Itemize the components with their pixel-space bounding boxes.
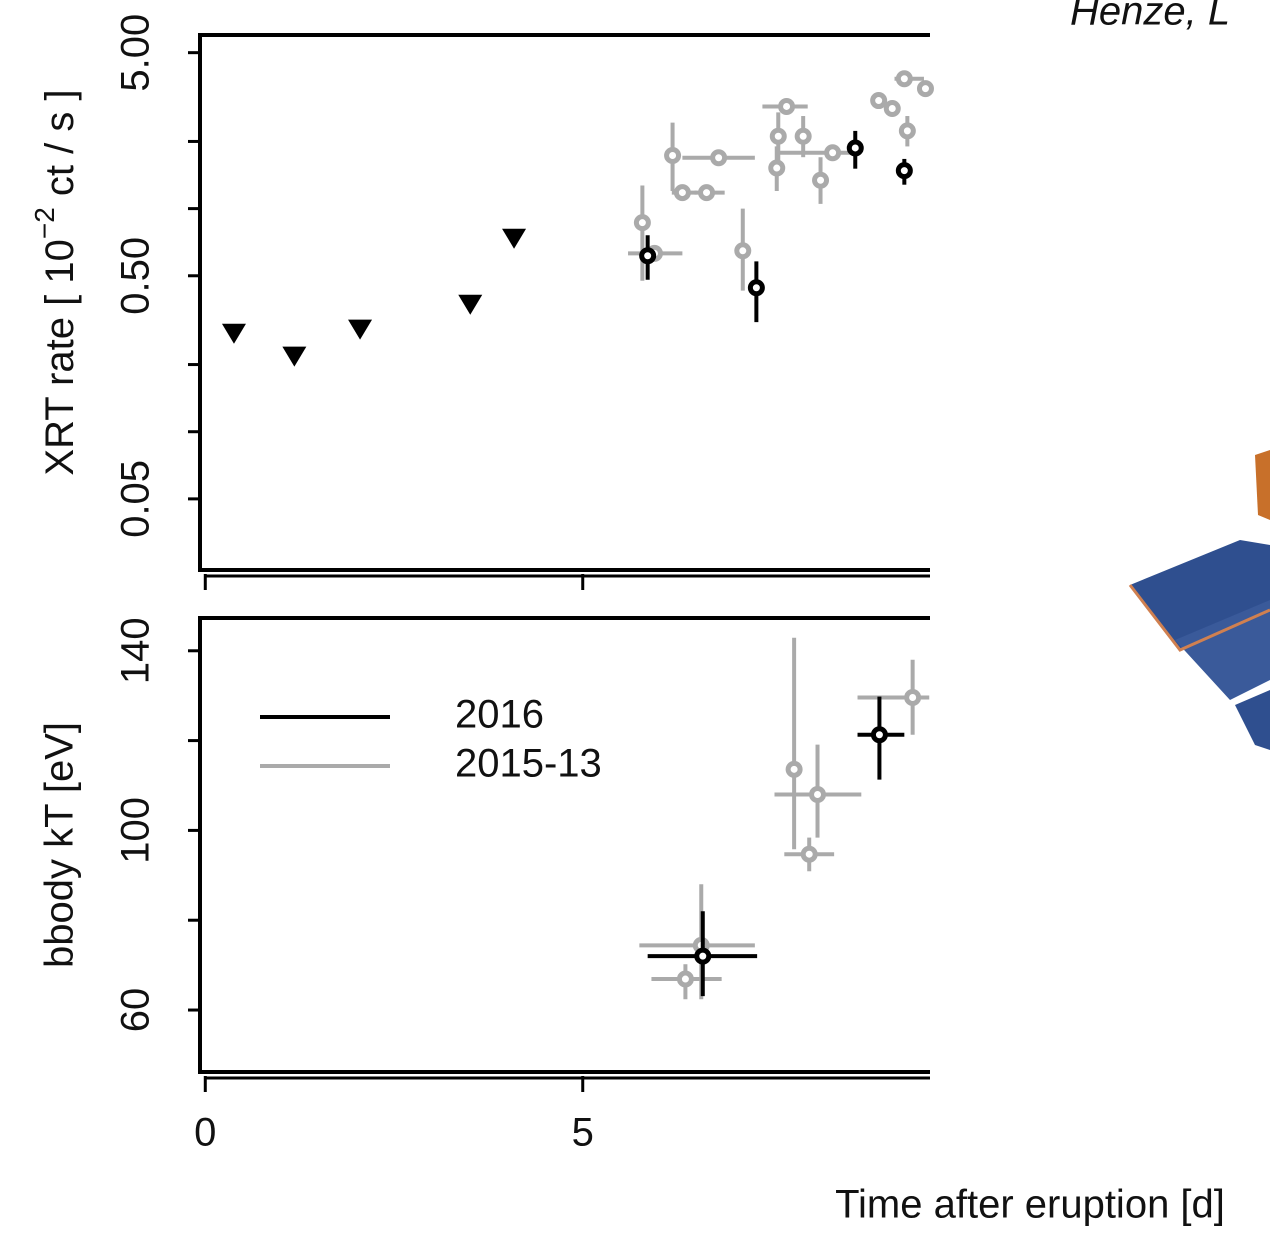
- data-point: [698, 184, 716, 202]
- data-point: [898, 122, 916, 140]
- axis-frame: [198, 616, 930, 1074]
- legend-label: 2016: [455, 693, 544, 737]
- satellite-image: [1128, 450, 1270, 750]
- data-point: [747, 279, 765, 297]
- data-point: [676, 970, 694, 988]
- data-point: [800, 845, 818, 863]
- data-point: [710, 149, 728, 167]
- data-point: [778, 97, 796, 115]
- data-point: [734, 242, 752, 260]
- y-tick-label: 140: [114, 617, 158, 684]
- data-point: [870, 92, 888, 110]
- data-point: [870, 726, 888, 744]
- y-axis-label-part: −2: [29, 207, 60, 239]
- y-axis-label-part: ct / s ]: [38, 89, 82, 207]
- axis-frame: [198, 33, 930, 572]
- data-point: [916, 80, 934, 98]
- y-axis-label-part: XRT rate [ 10: [38, 239, 82, 475]
- data-point: [883, 100, 901, 118]
- upper-limit-marker: [502, 228, 527, 249]
- data-point: [812, 171, 830, 189]
- data-point: [768, 159, 786, 177]
- data-point: [895, 70, 913, 88]
- data-point: [633, 214, 651, 232]
- data-point: [824, 144, 842, 162]
- data-point: [904, 688, 922, 706]
- y-tick-label: 100: [114, 797, 158, 864]
- upper-limit-marker: [282, 346, 307, 367]
- data-point: [664, 147, 682, 165]
- x-axis-label: Time after eruption [d]: [835, 1183, 1225, 1227]
- upper-limit-marker: [348, 319, 373, 340]
- y-axis-label: bbody kT [eV]: [38, 722, 82, 968]
- legend-label: 2015-13: [455, 742, 602, 786]
- data-point: [794, 127, 812, 145]
- y-tick-label: 5.00: [114, 14, 158, 92]
- data-point: [769, 127, 787, 145]
- data-point: [895, 162, 913, 180]
- data-point: [785, 760, 803, 778]
- header-text: Henze, L: [1070, 0, 1230, 34]
- data-point: [809, 785, 827, 803]
- data-point: [694, 947, 712, 965]
- data-point: [639, 247, 657, 265]
- x-tick-label: 0: [194, 1111, 216, 1155]
- y-tick-label: 60: [114, 988, 158, 1033]
- upper-limit-marker: [221, 323, 246, 344]
- upper-limit-marker: [458, 294, 483, 315]
- y-tick-label: 0.05: [114, 460, 158, 538]
- data-point: [846, 139, 864, 157]
- x-tick-label: 5: [572, 1111, 594, 1155]
- y-axis-label: XRT rate [ 10−2 ct / s ]: [29, 89, 82, 475]
- data-point: [673, 184, 691, 202]
- y-tick-label: 0.50: [114, 237, 158, 315]
